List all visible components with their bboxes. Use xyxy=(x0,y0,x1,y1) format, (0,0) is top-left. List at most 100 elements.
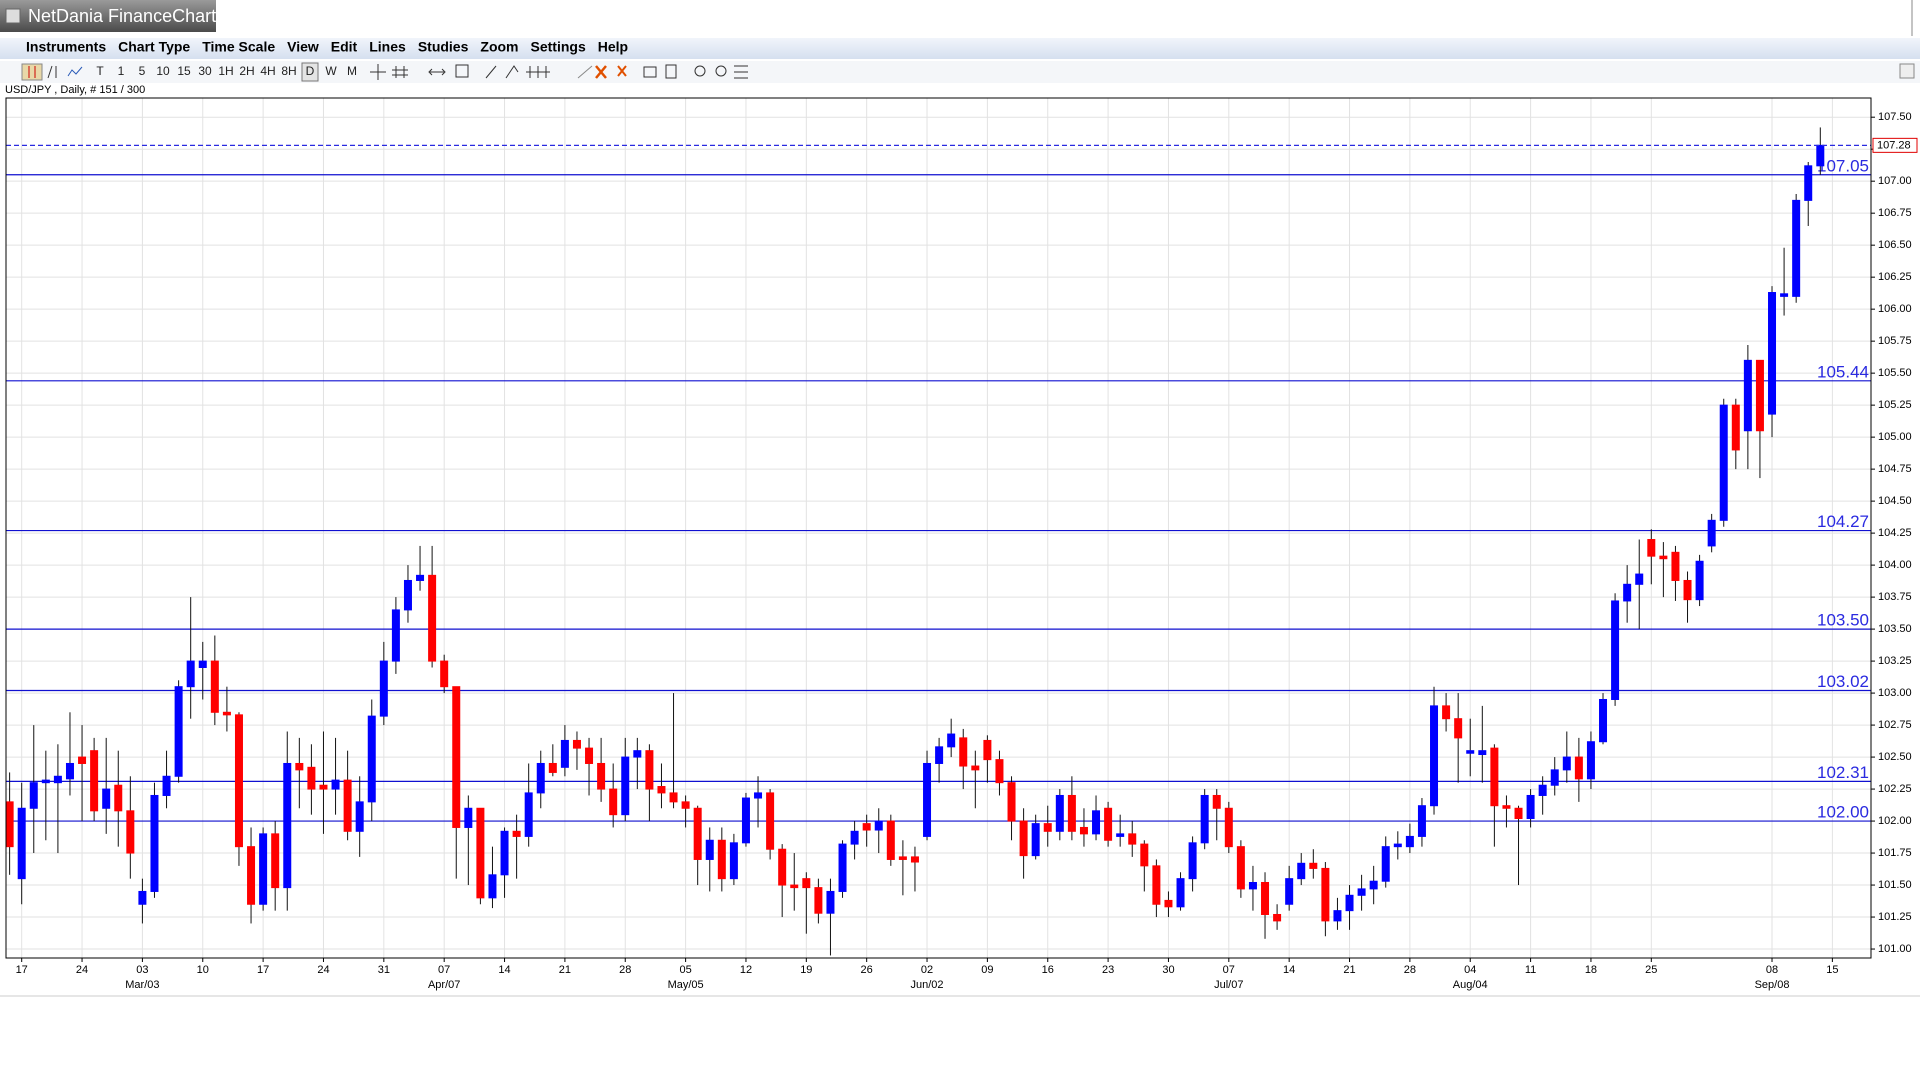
settings-icon[interactable] xyxy=(1899,63,1915,79)
candle-body xyxy=(560,739,569,768)
menu-item[interactable]: View xyxy=(287,39,319,55)
bar-icon[interactable] xyxy=(47,65,57,79)
candle-body xyxy=(1755,359,1764,432)
candle-body xyxy=(1442,705,1451,720)
candle-body xyxy=(1635,573,1644,585)
x-tick-label: 14 xyxy=(498,964,510,976)
y-tick-label: 101.50 xyxy=(1878,879,1912,891)
toolbar xyxy=(0,61,1920,83)
candle-body xyxy=(295,762,304,771)
menu-item[interactable]: Help xyxy=(598,39,628,55)
line-icon[interactable] xyxy=(67,66,83,77)
candle-body xyxy=(1647,539,1656,557)
crosshair-icon[interactable] xyxy=(370,64,386,80)
candle-body xyxy=(391,609,400,662)
trend-icon[interactable] xyxy=(485,65,519,79)
x-tick-label: 10 xyxy=(197,964,209,976)
x-tick-label: 12 xyxy=(740,964,752,976)
window-title: NetDania FinanceChart xyxy=(28,6,216,26)
candle-body xyxy=(29,782,38,809)
fib-icon[interactable] xyxy=(526,66,550,78)
selected-button xyxy=(301,62,319,82)
title-tab xyxy=(0,0,216,32)
menu-item[interactable]: Chart Type xyxy=(118,39,190,55)
timescale-button[interactable]: 5 xyxy=(139,64,146,78)
candle-body xyxy=(1623,583,1632,602)
x-tick-label: 07 xyxy=(1223,964,1235,976)
candle-body xyxy=(645,750,654,790)
timescale-button[interactable]: 1 xyxy=(118,64,125,78)
candle-body xyxy=(319,784,328,790)
timescale-button[interactable]: 2H xyxy=(239,64,254,78)
delete-all-icon[interactable] xyxy=(617,65,627,77)
last-price-box xyxy=(1872,137,1918,153)
zoom-out-icon[interactable] xyxy=(715,65,727,77)
fit-icon[interactable] xyxy=(734,65,748,79)
menu: Instruments Chart Type Time Scale View Edit L… xyxy=(26,39,628,55)
candle-body xyxy=(1043,823,1052,832)
candle-body xyxy=(114,784,123,812)
x-tick-label: 15 xyxy=(1826,964,1838,976)
toolbar-icons xyxy=(21,63,1915,81)
candle-body xyxy=(838,843,847,892)
timescale-button[interactable]: 10 xyxy=(156,64,170,78)
y-tick-label: 106.75 xyxy=(1878,207,1912,219)
candle-body xyxy=(983,739,992,761)
candle-body xyxy=(307,766,316,790)
candle-body xyxy=(1731,404,1740,451)
y-tick-label: 103.25 xyxy=(1878,655,1912,667)
candle-body xyxy=(585,747,594,764)
menu-item[interactable]: Zoom xyxy=(480,39,518,55)
print-icon[interactable] xyxy=(643,66,657,78)
menu-item[interactable]: Studies xyxy=(418,39,469,55)
timescale-button[interactable]: T xyxy=(96,64,104,78)
candle-body xyxy=(1683,579,1692,601)
y-tick-label: 104.00 xyxy=(1878,559,1912,571)
menu-item[interactable]: Settings xyxy=(531,39,586,55)
level-label: 107.05 xyxy=(1817,156,1869,175)
menu-item[interactable]: Edit xyxy=(331,39,358,55)
candle-body xyxy=(910,856,919,863)
candle-body xyxy=(971,765,980,771)
y-tick-label: 102.50 xyxy=(1878,751,1912,763)
grid-icon[interactable] xyxy=(392,66,408,78)
y-tick-label: 106.50 xyxy=(1878,239,1912,251)
pen-icon[interactable] xyxy=(577,65,593,79)
volume-icon[interactable] xyxy=(455,64,469,78)
candle-body xyxy=(1430,705,1439,807)
zoom-in-icon[interactable] xyxy=(694,65,706,77)
timescale-button[interactable]: 8H xyxy=(281,64,296,78)
timescale-button[interactable]: D xyxy=(306,64,315,78)
candle-body xyxy=(90,750,99,812)
x-tick-label: 02 xyxy=(921,964,933,976)
candle-body xyxy=(1321,867,1330,922)
menu-item[interactable]: Instruments xyxy=(26,39,106,55)
x-tick-label: 07 xyxy=(438,964,450,976)
candle-body xyxy=(1031,823,1040,857)
y-tick-label: 106.25 xyxy=(1878,271,1912,283)
candle-body xyxy=(1695,560,1704,601)
candle-icon[interactable] xyxy=(21,63,43,81)
candle-body xyxy=(935,746,944,764)
candle-body xyxy=(198,660,207,668)
y-tick-label: 107.50 xyxy=(1878,111,1912,123)
preview-icon[interactable] xyxy=(665,64,677,79)
timescale-button[interactable]: 15 xyxy=(177,64,191,78)
candle-body xyxy=(271,833,280,889)
delete-icon[interactable] xyxy=(595,65,607,79)
title-bar xyxy=(0,0,1920,36)
timescale-button[interactable]: M xyxy=(347,64,357,78)
candle-body xyxy=(1719,404,1728,521)
timescale-button[interactable]: W xyxy=(325,64,337,78)
menu-item[interactable]: Time Scale xyxy=(202,39,275,55)
candle-body xyxy=(1248,881,1257,890)
arrow-icon[interactable] xyxy=(428,68,446,76)
timescale-button[interactable]: 4H xyxy=(260,64,275,78)
candle-body xyxy=(247,846,256,905)
menu-item[interactable]: Lines xyxy=(369,39,406,55)
candle-body xyxy=(1393,843,1402,848)
candle-body xyxy=(1804,165,1813,201)
timescale-button[interactable]: 1H xyxy=(218,64,233,78)
timescale-button[interactable]: 30 xyxy=(198,64,212,78)
candle-body xyxy=(1345,894,1354,912)
